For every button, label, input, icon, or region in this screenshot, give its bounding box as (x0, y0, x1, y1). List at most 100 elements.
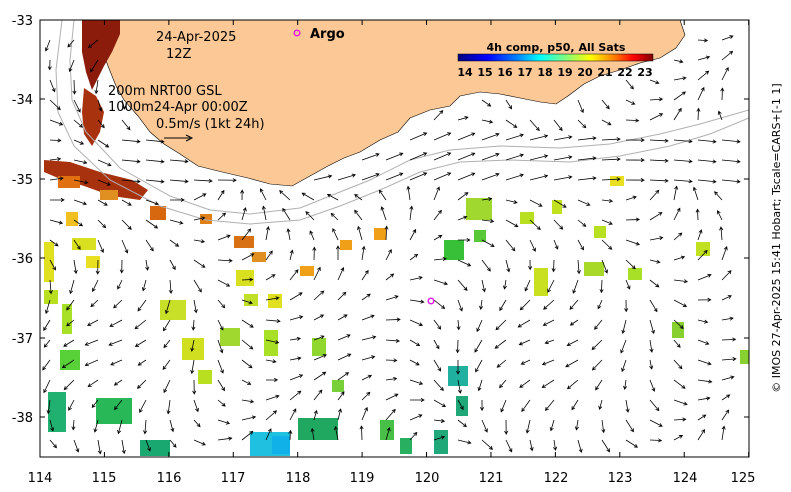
current-vector (361, 406, 368, 421)
current-vector (528, 259, 533, 271)
current-vector (193, 279, 202, 293)
current-vector (162, 359, 171, 370)
current-vector (134, 319, 147, 330)
current-vector (479, 299, 484, 311)
current-vector (49, 239, 59, 247)
current-vector (73, 199, 87, 206)
sst-patches (44, 176, 749, 456)
current-vector (97, 199, 108, 206)
colorbar-tick: 18 (537, 66, 552, 79)
current-vector (692, 186, 699, 201)
current-vector (385, 393, 399, 401)
current-vector (48, 279, 53, 295)
current-vector (49, 157, 62, 162)
current-vector (91, 399, 99, 409)
current-vector (190, 339, 195, 352)
current-vector (43, 339, 51, 348)
current-vector (97, 219, 107, 229)
current-vector (673, 107, 682, 121)
current-vector (505, 173, 524, 181)
current-vector (649, 299, 658, 313)
current-vector (169, 259, 176, 271)
current-vector (673, 417, 687, 422)
current-vector (312, 246, 317, 261)
current-vector (73, 219, 84, 227)
current-vector (49, 197, 65, 202)
current-vector (574, 419, 579, 431)
current-vector (241, 430, 254, 441)
argo-float-marker[interactable] (427, 297, 435, 305)
current-vector (649, 178, 669, 183)
current-vector (529, 154, 549, 161)
current-vector (717, 110, 723, 121)
y-tick-label: -36 (12, 252, 33, 267)
current-vector (594, 319, 603, 330)
current-vector (457, 419, 467, 428)
current-vector (474, 339, 483, 353)
current-vector (84, 359, 99, 367)
current-vector (380, 206, 387, 221)
current-vector (265, 377, 279, 382)
current-vector (601, 119, 612, 126)
current-vector (409, 132, 428, 141)
current-vector (69, 279, 75, 295)
current-vector (73, 139, 85, 145)
current-vector (145, 139, 165, 144)
current-vector (517, 319, 531, 328)
x-tick-label: 125 (731, 471, 756, 486)
current-vector (361, 335, 377, 341)
current-vector (166, 399, 171, 415)
current-vector (169, 239, 180, 247)
current-vector (337, 314, 348, 321)
colorbar-tick: 15 (477, 66, 492, 79)
current-vector (553, 219, 564, 230)
current-vector (577, 176, 597, 181)
current-vector (505, 239, 516, 252)
current-vector (265, 339, 280, 345)
current-vector (649, 279, 660, 288)
current-vector (289, 315, 304, 321)
current-vector (649, 236, 664, 241)
current-vector (601, 419, 606, 434)
current-vector (71, 419, 76, 431)
current-vector (649, 113, 664, 121)
current-vector (361, 314, 375, 321)
current-vector (361, 269, 369, 281)
current-vector (721, 337, 737, 342)
current-vector (673, 319, 684, 330)
current-vector (145, 159, 165, 164)
current-vector (409, 205, 414, 221)
isobath-info-2: 1000m24-Apr 00:00Z (108, 100, 248, 115)
current-vector (591, 339, 603, 351)
current-vector (541, 379, 555, 388)
current-vector (499, 379, 507, 389)
current-vector (385, 172, 404, 181)
current-vector (697, 428, 705, 441)
colorbar-tick: 17 (517, 66, 532, 79)
current-vector (601, 99, 610, 110)
current-vector (289, 336, 302, 341)
vector-scale-label: 0.5m/s (1kt 24h) (156, 117, 265, 132)
current-vector (433, 256, 447, 261)
current-vector (289, 390, 302, 401)
current-vector (87, 379, 99, 388)
current-vector (566, 379, 579, 390)
current-vector (673, 139, 693, 144)
current-vector (433, 186, 440, 201)
x-axis-labels: 114 115 116 117 118 119 120 121 122 123 … (28, 471, 756, 486)
current-vector (620, 339, 627, 354)
current-vector (49, 99, 61, 111)
current-vector (571, 399, 579, 411)
current-vector (433, 379, 444, 392)
current-vector (97, 99, 103, 112)
current-vector (385, 295, 399, 301)
current-vector (524, 279, 531, 292)
current-vector (599, 279, 604, 294)
current-vector (164, 299, 171, 315)
current-vector (481, 279, 486, 293)
current-vector (625, 259, 636, 270)
colorbar-tick: 20 (577, 66, 593, 79)
current-vector (193, 193, 207, 201)
colorbar: 4h comp, p50, All Sats 14 15 16 17 18 19… (457, 41, 654, 79)
current-vector (673, 435, 684, 441)
